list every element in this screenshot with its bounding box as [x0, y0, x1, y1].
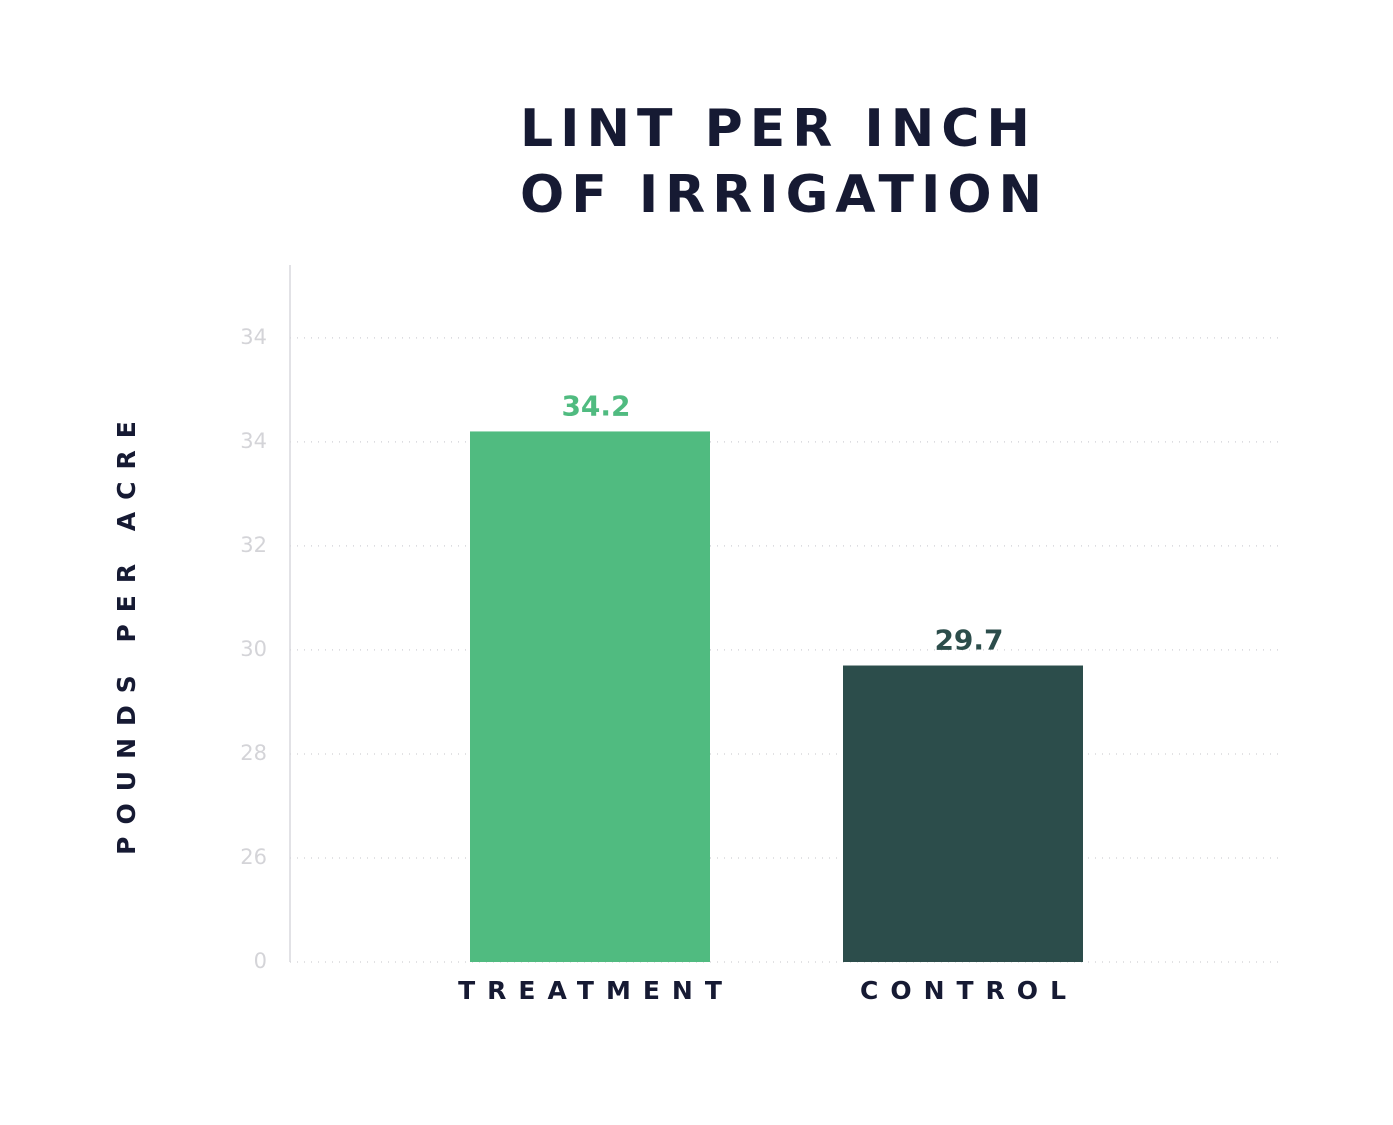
y-axis-label: POUNDS PER ACRE: [112, 409, 141, 855]
y-tick-label: 0: [254, 949, 267, 973]
bar: [843, 665, 1083, 962]
y-tick-label: 34: [240, 429, 267, 453]
x-tick-label: CONTROL: [860, 976, 1078, 1005]
y-tick-label: 34: [240, 325, 267, 349]
y-tick-label: 32: [240, 533, 267, 557]
value-label: 29.7: [934, 624, 1003, 657]
chart-title: LINT PER INCH OF IRRIGATION: [520, 99, 1050, 225]
y-tick-label: 30: [240, 637, 267, 661]
x-tick-label: TREATMENT: [458, 976, 734, 1005]
y-tick-label: 28: [240, 741, 267, 765]
value-label: 34.2: [561, 389, 630, 422]
y-tick-label: 26: [240, 845, 267, 869]
bar: [470, 431, 710, 962]
